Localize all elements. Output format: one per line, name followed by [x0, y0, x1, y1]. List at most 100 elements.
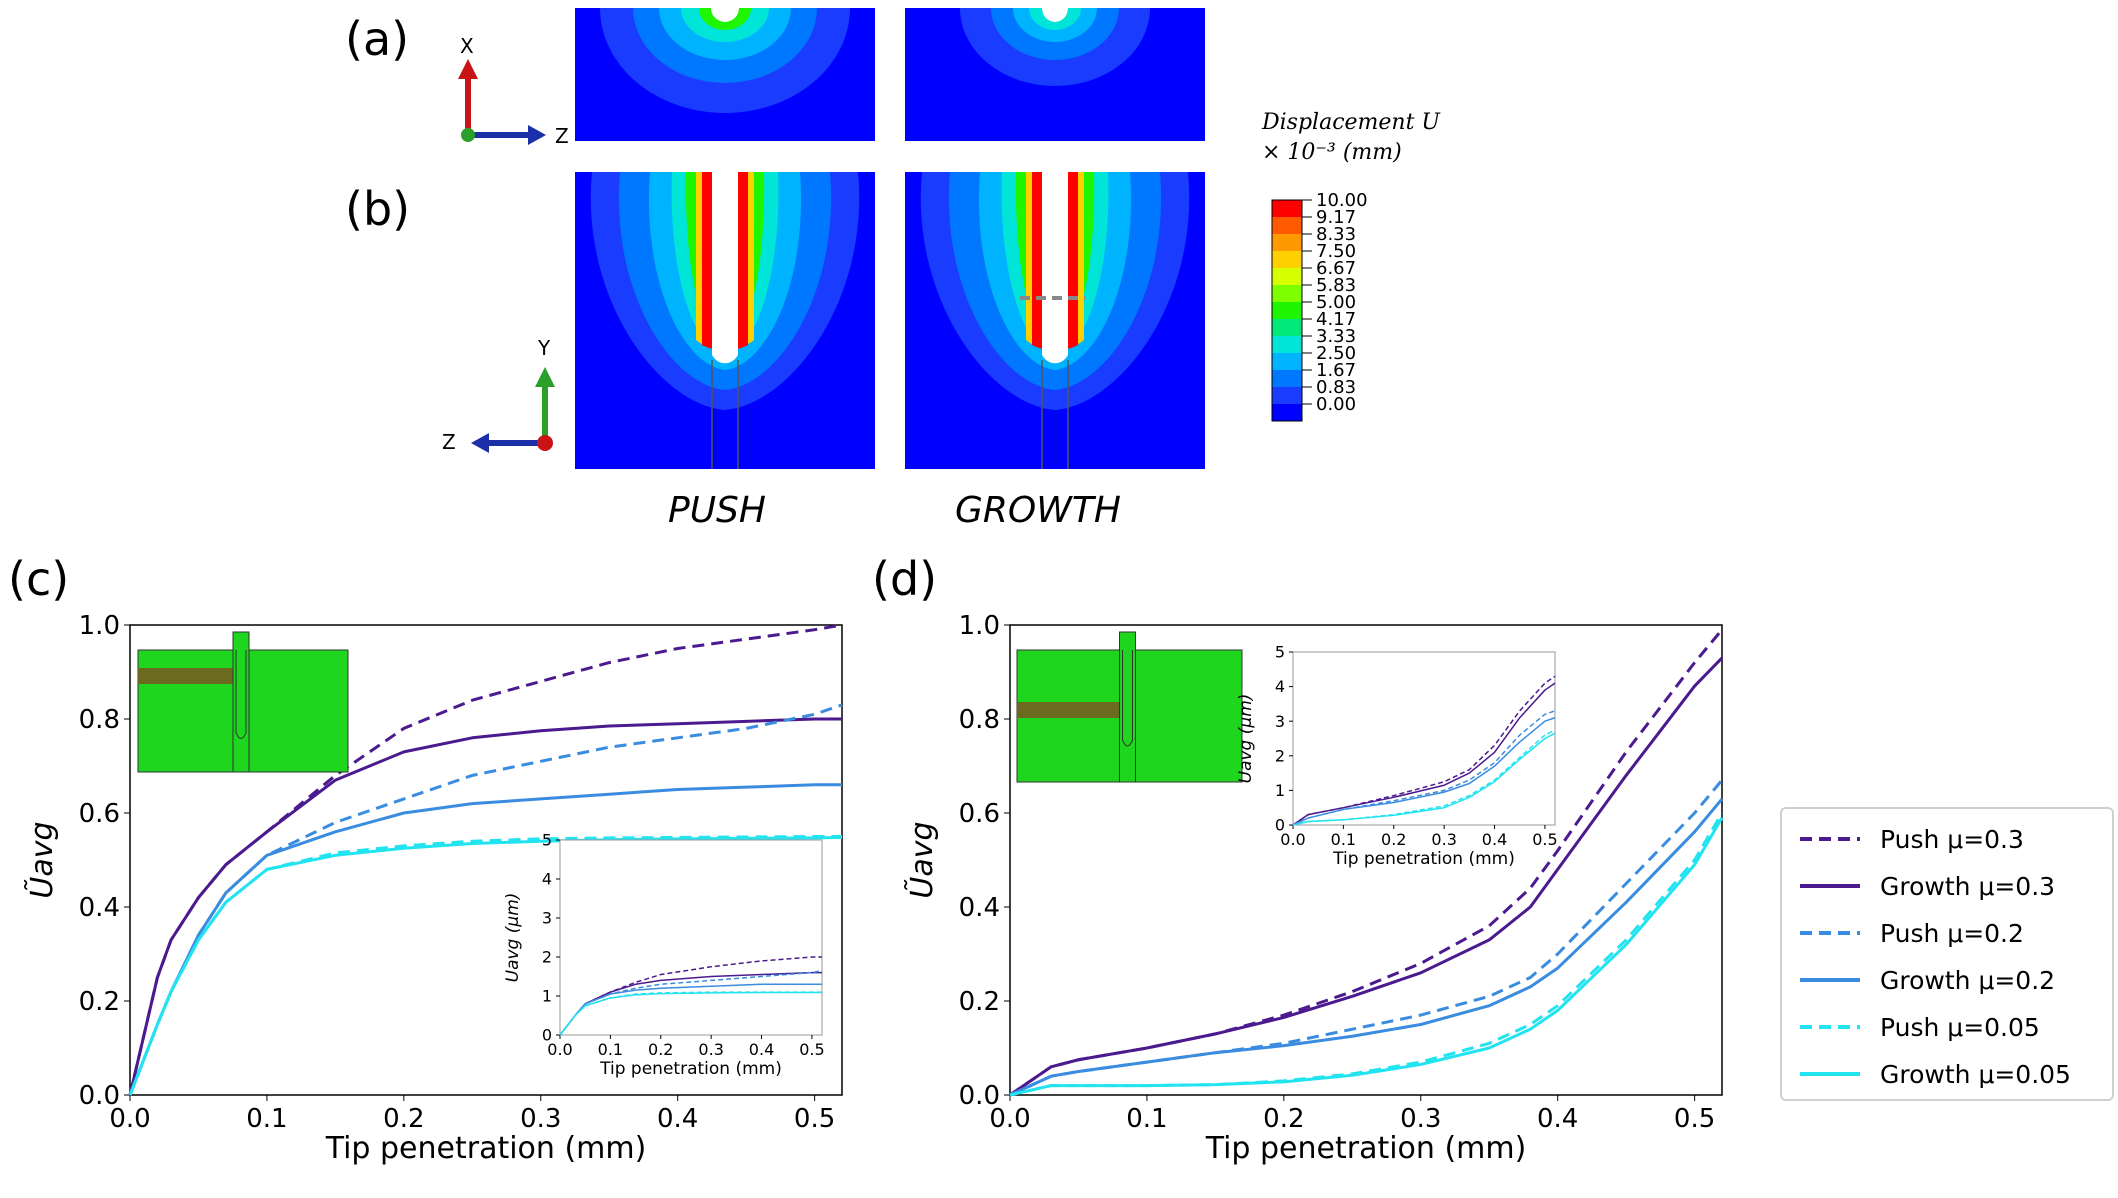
x-tick-label: 0.2	[383, 1104, 424, 1134]
y-tick-label: 3	[1275, 712, 1285, 731]
y-axis-label: Ũavg	[903, 821, 940, 898]
y-tick-label: 2	[542, 948, 552, 967]
colorbar-swatch	[1272, 353, 1302, 370]
y-tick-label: 1.0	[79, 611, 120, 641]
x-axis-label: Tip penetration (mm)	[599, 1059, 782, 1079]
chart-d-inset-frame	[1292, 651, 1556, 826]
colorbar-swatch	[1272, 285, 1302, 302]
colorbar-swatch	[1272, 217, 1302, 234]
chart-c-inset: 0.0 0.1 0.2 0.3 0.4 0.5 0 1 2 3 4 5 Tip penetration …	[503, 831, 825, 1080]
colorbar-swatch	[1272, 370, 1302, 387]
y-tick-label: 0.6	[959, 799, 1000, 829]
colorbar-swatch	[1272, 302, 1302, 319]
axis-triad-b: Y Z	[442, 336, 555, 454]
y-tick-label: 0.6	[79, 799, 120, 829]
y-tick-label: 1.0	[959, 611, 1000, 641]
x-tick-label: 0.5	[799, 1040, 824, 1059]
y-axis-label: Uavg (μm)	[1236, 694, 1256, 784]
x-tick-label: 0.0	[989, 1104, 1030, 1134]
series-line	[559, 991, 822, 1036]
series-line	[128, 717, 842, 1096]
y-tick-label: 0	[1275, 816, 1285, 835]
column-title-push: PUSH	[668, 490, 766, 531]
legend-entries: Push μ=0.3 Growth μ=0.3 Push μ=0.2 Growth μ…	[1800, 825, 2071, 1089]
x-tick-label: 0.5	[1674, 1104, 1715, 1134]
x-tick-label: 0.1	[246, 1104, 287, 1134]
x-tick-label: 0.2	[1381, 830, 1406, 849]
x-tick-label: 0.4	[1482, 830, 1507, 849]
y-tick-label: 0.8	[959, 705, 1000, 735]
series-line	[128, 835, 843, 1096]
y-tick-label: 0.0	[959, 1081, 1000, 1111]
colorbar-tick-label: 5.83	[1316, 275, 1356, 296]
y-tick-label: 0	[542, 1026, 552, 1045]
contour-b-growth	[905, 172, 1205, 469]
series-line	[1292, 682, 1556, 826]
axis-label-y: Y	[537, 336, 551, 360]
fe-contour-figure	[575, 8, 1205, 469]
colorbar-scale: 10.009.178.337.506.675.835.004.173.332.5…	[1271, 190, 1368, 422]
y-tick-label: 0.4	[79, 893, 120, 923]
panel-label-d: (d)	[872, 552, 938, 606]
x-tick-label: 0.4	[657, 1104, 698, 1134]
legend-label: Push μ=0.3	[1880, 825, 2024, 854]
x-axis-label: Tip penetration (mm)	[1205, 1131, 1527, 1166]
x-tick-label: 0.4	[749, 1040, 774, 1059]
legend-label: Push μ=0.05	[1880, 1013, 2040, 1042]
y-tick-label: 5	[1275, 643, 1285, 662]
column-title-growth: GROWTH	[955, 490, 1121, 531]
needle-schematic-inset	[137, 631, 349, 773]
y-tick-label: 1	[1275, 781, 1285, 800]
panel-label-c: (c)	[8, 552, 70, 606]
y-tick-label: 5	[542, 831, 552, 850]
contour-b-push	[575, 172, 875, 469]
colorbar-swatch	[1272, 234, 1302, 251]
contour-a-push	[575, 8, 875, 141]
axis-label-z: Z	[555, 124, 569, 148]
colorbar-swatch	[1272, 268, 1302, 285]
x-tick-label: 0.2	[648, 1040, 673, 1059]
x-tick-label: 0.3	[1400, 1104, 1441, 1134]
axis-label-x: X	[460, 35, 474, 58]
y-tick-label: 0.4	[959, 893, 1000, 923]
colorbar-title: Displacement U	[1262, 110, 1440, 135]
x-tick-label: 0.2	[1263, 1104, 1304, 1134]
panel-label-a: (a)	[345, 12, 410, 66]
legend-label: Growth μ=0.2	[1880, 966, 2055, 995]
colorbar-tick-label: 6.67	[1316, 258, 1356, 279]
colorbar-swatch	[1272, 251, 1302, 268]
x-tick-label: 0.0	[547, 1040, 572, 1059]
y-tick-label: 0.2	[959, 987, 1000, 1017]
x-tick-label: 0.1	[1331, 830, 1356, 849]
contour-a-growth	[905, 8, 1205, 141]
chart-c: 0.0 0.1 0.2 0.3 0.4 0.5 0.0 0.2 0.4 0.6 0.8 1.0 Tip …	[23, 611, 843, 1166]
legend-label: Push μ=0.2	[1880, 919, 2024, 948]
colorbar-swatch	[1272, 200, 1302, 217]
colorbar-tick-label: 5.00	[1316, 292, 1356, 313]
colorbar-tick-label: 0.83	[1316, 377, 1356, 398]
colorbar-tick-label: 2.50	[1316, 343, 1356, 364]
y-tick-label: 1	[542, 987, 552, 1006]
y-tick-label: 0.0	[79, 1081, 120, 1111]
series-line	[1292, 732, 1556, 826]
x-tick-label: 0.5	[1532, 830, 1557, 849]
x-tick-label: 0.1	[598, 1040, 623, 1059]
y-tick-label: 4	[542, 870, 552, 889]
colorbar-swatch	[1272, 387, 1302, 404]
y-tick-label: 0.8	[79, 705, 120, 735]
axis-label-z-b: Z	[442, 430, 456, 454]
series-line	[1009, 797, 1724, 1097]
colorbar-tick-label: 0.00	[1316, 394, 1356, 415]
x-tick-label: 0.0	[1280, 830, 1305, 849]
legend: Push μ=0.3 Growth μ=0.3 Push μ=0.2 Growth μ…	[1780, 807, 2114, 1101]
needle-schematic-inset	[1016, 631, 1243, 783]
y-tick-label: 4	[1275, 677, 1285, 696]
series-line	[1009, 656, 1724, 1097]
series-line	[1292, 717, 1556, 826]
y-tick-label: 0.2	[79, 987, 120, 1017]
chart-d-inset: 0.0 0.1 0.2 0.3 0.4 0.5 0 1 2 3 4 5 Tip penetration …	[1236, 643, 1558, 870]
colorbar-tick-label: 1.67	[1316, 360, 1356, 381]
colorbar-tick-label: 4.17	[1316, 309, 1356, 330]
panel-label-b: (b)	[345, 182, 411, 236]
series-line	[128, 703, 843, 1096]
